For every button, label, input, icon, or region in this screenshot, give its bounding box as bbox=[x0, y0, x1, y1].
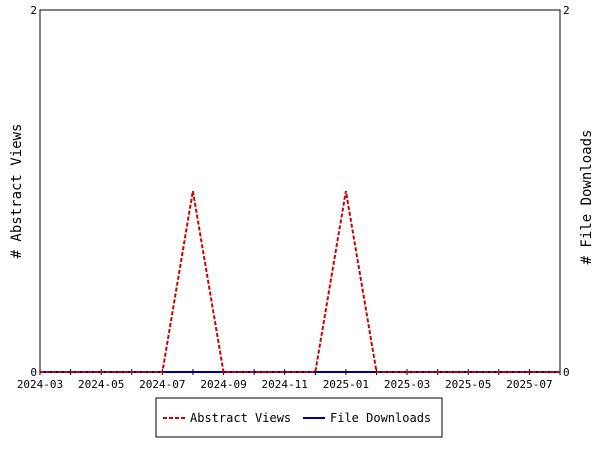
y-left-tick-label: 0 bbox=[30, 366, 37, 379]
series-lines bbox=[40, 190, 560, 373]
legend-box bbox=[155, 397, 443, 438]
x-tick-label: 2025-03 bbox=[384, 378, 430, 391]
y-left-axis-title: # Abstract Views bbox=[9, 124, 25, 259]
x-axis-tick-labels: 2024-03 2024-05 2024-07 2024-09 2024-11 2025-… bbox=[17, 378, 553, 391]
x-tick-label: 2025-05 bbox=[445, 378, 491, 391]
legend-label-file-downloads: File Downloads bbox=[330, 411, 431, 425]
x-tick-label: 2024-09 bbox=[200, 378, 246, 391]
y-left-tick-label: 2 bbox=[30, 4, 37, 17]
x-tick-label: 2025-07 bbox=[506, 378, 552, 391]
y-right-tick-label: 0 bbox=[563, 366, 570, 379]
y-right-axis-title: # File Downloads bbox=[579, 130, 595, 265]
x-tick-label: 2025-01 bbox=[323, 378, 369, 391]
legend-label-abstract-views: Abstract Views bbox=[190, 411, 291, 425]
y-right-tick-label: 2 bbox=[563, 4, 570, 17]
x-tick-label: 2024-03 bbox=[17, 378, 63, 391]
x-tick-label: 2024-11 bbox=[262, 378, 308, 391]
series-line-abstract-views bbox=[40, 190, 560, 373]
x-tick-label: 2024-07 bbox=[139, 378, 185, 391]
plot-area bbox=[39, 9, 561, 373]
x-tick-label: 2024-05 bbox=[78, 378, 124, 391]
legend: Abstract Views File Downloads bbox=[155, 397, 443, 438]
